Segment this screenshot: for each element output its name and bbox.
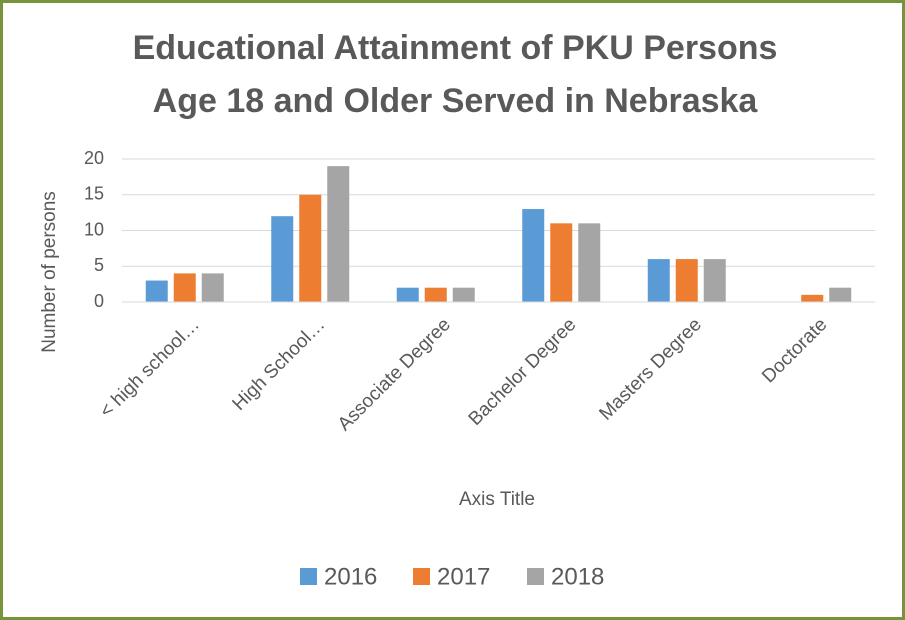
bar: [424, 287, 447, 302]
bar: [327, 166, 350, 302]
bar: [801, 294, 824, 302]
legend-label: 2017: [437, 563, 490, 590]
bar: [173, 273, 196, 302]
bar: [550, 223, 573, 302]
chart-title: Educational Attainment of PKU Persons: [133, 29, 778, 67]
bar: [271, 216, 294, 302]
bar: [703, 259, 726, 302]
x-axis-title: Axis Title: [459, 489, 535, 510]
chart-title: Age 18 and Older Served in Nebraska: [153, 82, 759, 120]
bar: [647, 259, 670, 302]
bar: [578, 223, 601, 302]
legend-swatch: [300, 568, 317, 585]
bar: [396, 287, 419, 302]
y-tick-label: 20: [84, 148, 104, 168]
bar: [299, 194, 322, 302]
y-tick-label: 5: [94, 255, 104, 275]
bar: [452, 287, 475, 302]
bar: [675, 259, 698, 302]
bar: [145, 280, 168, 302]
legend-label: 2018: [551, 563, 604, 590]
bar: [201, 273, 224, 302]
y-tick-label: 10: [84, 219, 104, 239]
y-tick-label: 0: [94, 291, 104, 311]
legend-swatch: [413, 568, 430, 585]
legend-label: 2016: [324, 563, 377, 590]
bar: [829, 287, 852, 302]
legend-swatch: [527, 568, 544, 585]
y-tick-label: 15: [84, 184, 104, 204]
y-axis-title: Number of persons: [39, 191, 60, 353]
bar: [522, 209, 545, 302]
